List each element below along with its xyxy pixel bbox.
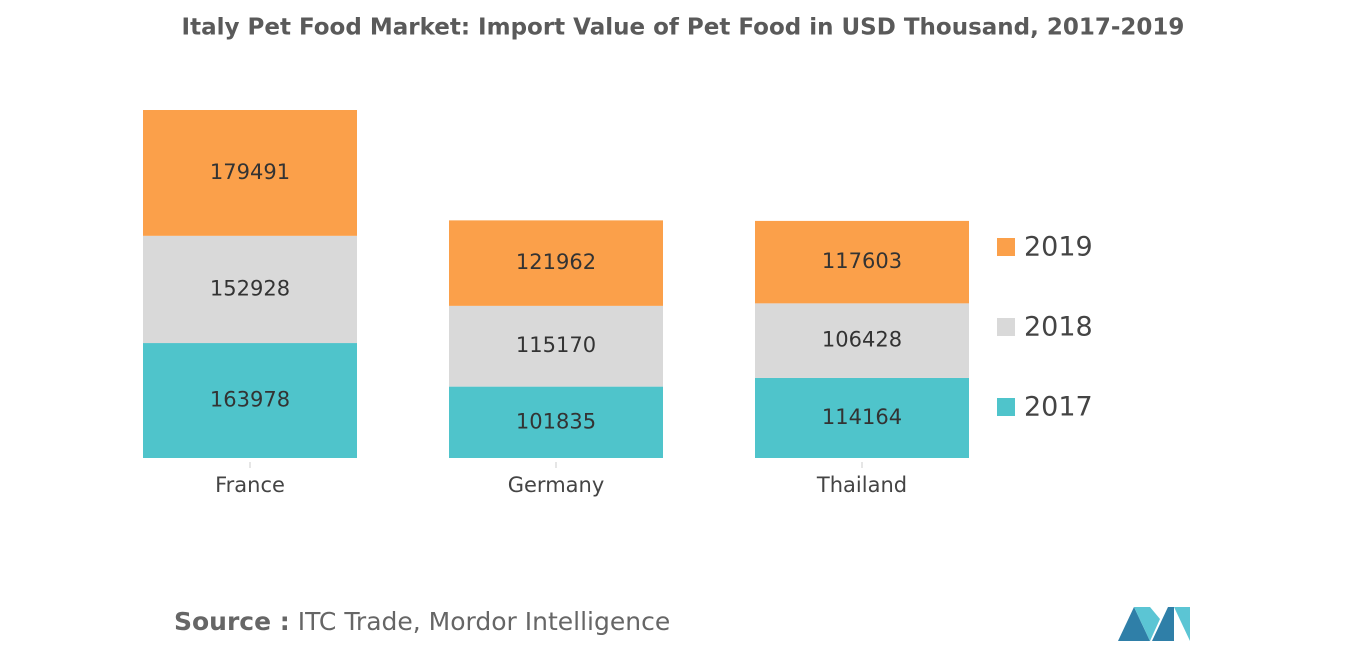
source: Source : ITC Trade, Mordor Intelligence [174,607,670,636]
legend-swatch [997,398,1015,416]
x-tick-label: France [215,473,285,497]
bar-segment [143,235,357,344]
data-label: 121962 [516,250,596,274]
legend-swatch [997,238,1015,256]
logo [1118,607,1190,641]
bar-segment [755,303,969,378]
legend-label: 2017 [1024,392,1093,423]
legend-label: 2019 [1024,232,1093,263]
data-label: 106428 [822,328,902,352]
bar-segment [143,343,357,458]
data-label: 117603 [822,249,902,273]
source-text: ITC Trade, Mordor Intelligence [298,607,670,636]
bar-segment [143,110,357,236]
bar-segment [449,305,663,387]
chart-title: Italy Pet Food Market: Import Value of P… [182,15,1185,41]
data-label: 152928 [210,276,290,300]
bar-segment [449,220,663,306]
data-label: 114164 [822,405,902,429]
source-label: Source : [174,607,290,636]
x-tick-label: Germany [508,473,605,497]
legend-label: 2018 [1024,312,1093,343]
data-label: 179491 [210,160,290,184]
bar-segment [449,386,663,458]
legend-swatch [997,318,1015,336]
data-label: 163978 [210,388,290,412]
x-tick-label: Thailand [816,473,907,497]
data-label: 115170 [516,333,596,357]
bar-segment [755,220,969,304]
bar-segment [755,377,969,458]
data-label: 101835 [516,409,596,433]
